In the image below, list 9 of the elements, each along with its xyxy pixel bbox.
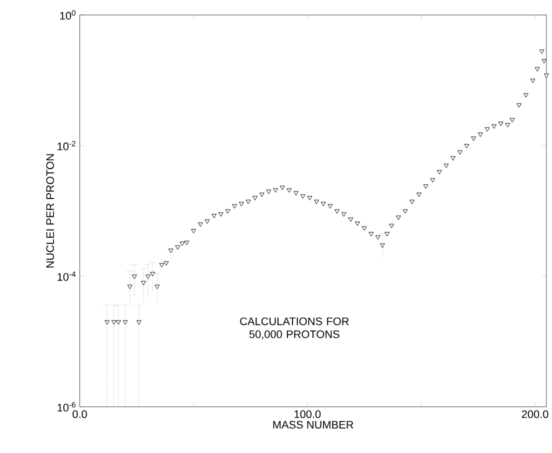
y-tick-label: 10$^{-2}$ bbox=[58, 141, 76, 150]
x-axis-title: MASS NUMBER bbox=[273, 421, 354, 429]
y-axis-title: NUCLEI PER PROTON bbox=[46, 154, 54, 268]
x-tick-label: 200.0 bbox=[522, 410, 548, 418]
y-tick-label: 10$^{-4}$ bbox=[58, 272, 76, 282]
y-tick-label: 10$^{0}$ bbox=[60, 10, 76, 20]
x-tick-label: 0.0 bbox=[72, 410, 87, 418]
annotation: CALCULATIONS FOR 50,000 PROTONS bbox=[240, 318, 349, 340]
x-tick-label: 100.0 bbox=[294, 410, 321, 418]
